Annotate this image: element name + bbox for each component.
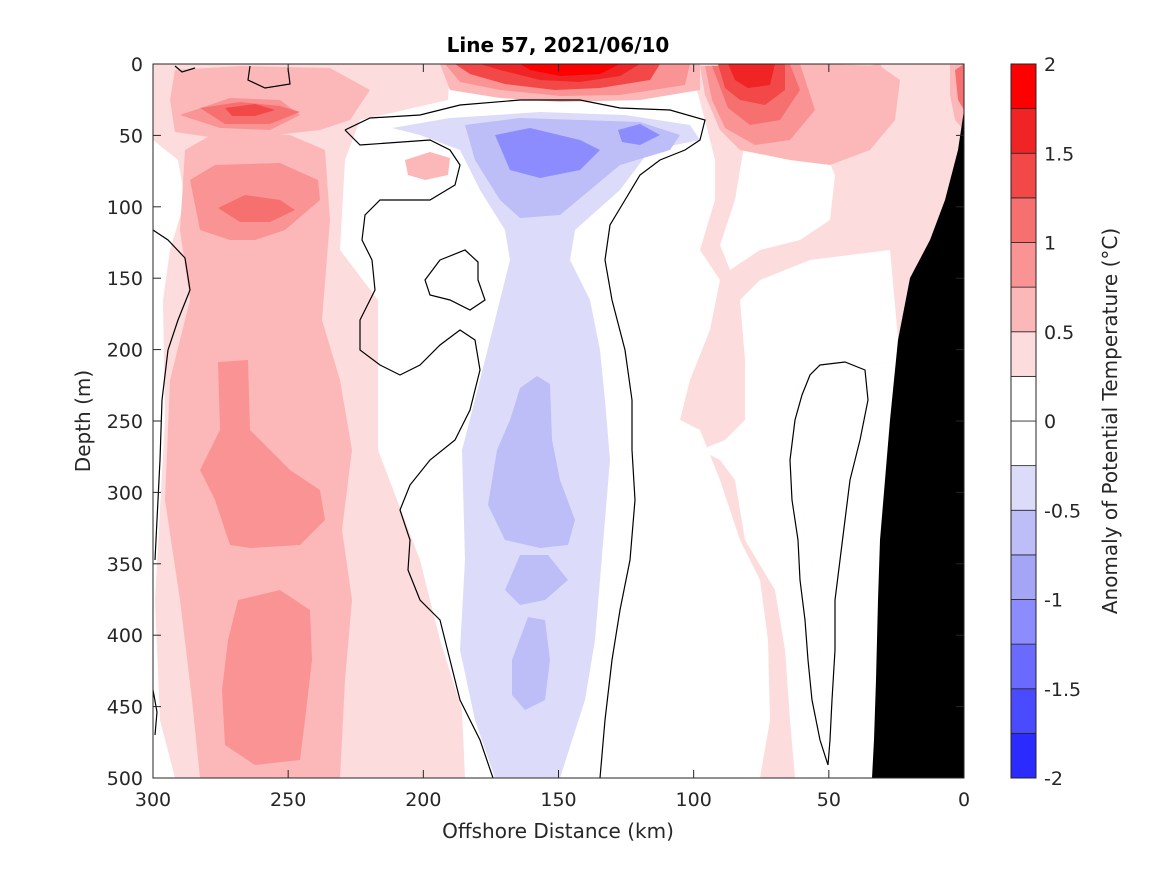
field-layers [153, 64, 964, 778]
x-axis-title: Offshore Distance (km) [442, 819, 674, 843]
warm-surface-right-5 [728, 64, 775, 88]
colorbar [1010, 63, 1037, 779]
y-tick-label: 500 [107, 768, 143, 790]
warm-core-30m-inner [225, 104, 275, 116]
y-tick-label: 300 [107, 482, 143, 504]
y-tick-label: 100 [107, 197, 143, 219]
cool-plume-deep-3 [512, 617, 550, 710]
colorbar-segment [1010, 599, 1037, 645]
x-tick-label: 100 [676, 789, 712, 811]
colorbar-segment [1010, 643, 1037, 690]
y-axis-title: Depth (m) [71, 370, 95, 472]
y-tick-label: 150 [107, 268, 143, 290]
colorbar-tick-label: 0 [1044, 411, 1056, 433]
colorbar-title: Anomaly of Potential Temperature (°C) [1098, 228, 1122, 614]
colorbar-frame [1010, 63, 1037, 779]
warm-core-100m [218, 195, 295, 222]
colorbar-tick-label: 0.5 [1044, 322, 1074, 344]
colorbar-tick-label: 2 [1044, 54, 1056, 76]
x-tick-label: 200 [405, 789, 441, 811]
warm-surface-center-5 [520, 64, 620, 76]
y-tick-label: 50 [119, 125, 143, 147]
warm-spot-175km [405, 152, 450, 180]
neutral-gap-right [700, 250, 900, 778]
x-axis: 300 250 200 150 100 50 0 [135, 64, 970, 811]
warm-surface-right-6 [840, 64, 895, 128]
warm-column-deep [222, 590, 312, 765]
colorbar-segment [1010, 688, 1037, 734]
zero-contour-surface-2 [174, 65, 196, 73]
plot-area [152, 63, 965, 779]
zero-contour-inner-left [344, 129, 494, 778]
cool-plume-deep-1 [488, 376, 575, 548]
zero-contour-bottom-left [153, 689, 158, 736]
zero-contour-loop [424, 249, 486, 311]
colorbar-segment [1010, 63, 1037, 110]
x-tick-label: 50 [817, 789, 841, 811]
y-axis: 0 50 100 150 200 250 300 350 400 450 500 [107, 54, 964, 790]
colorbar-ticks: 2 1.5 1 0.5 0 -0.5 -1 -1.5 -2 [1044, 54, 1081, 790]
bathymetry [872, 110, 964, 778]
warm-surface-right-8 [955, 64, 964, 110]
colorbar-segment [1010, 465, 1037, 511]
colorbar-segment [1010, 108, 1037, 154]
y-tick-label: 0 [131, 54, 143, 76]
colorbar-segment [1010, 286, 1037, 333]
y-tick-label: 400 [107, 625, 143, 647]
x-tick-label: 0 [958, 789, 970, 811]
y-tick-label: 450 [107, 697, 143, 719]
colorbar-segment [1010, 152, 1037, 199]
zero-contour-surface-1 [247, 65, 291, 89]
colorbar-tick-label: -2 [1044, 768, 1063, 790]
colorbar-segment [1010, 420, 1037, 467]
x-tick-label: 150 [540, 789, 576, 811]
cool-core-small [618, 124, 660, 145]
chart-title: Line 57, 2021/06/10 [447, 33, 670, 57]
y-tick-label: 200 [107, 340, 143, 362]
colorbar-segment [1010, 554, 1037, 600]
y-tick-label: 250 [107, 411, 143, 433]
colorbar-tick-label: 1 [1044, 233, 1056, 255]
zero-contours [153, 65, 869, 778]
x-tick-label: 250 [270, 789, 306, 811]
colorbar-segment [1010, 242, 1037, 288]
zero-contour-left-edge [153, 229, 191, 561]
colorbar-segment [1010, 197, 1037, 243]
colorbar-segment [1010, 509, 1037, 556]
x-tick-label: 300 [135, 789, 171, 811]
colorbar-segment [1010, 732, 1037, 779]
colorbar-tick-label: 1.5 [1044, 143, 1074, 165]
cool-core [495, 128, 600, 178]
neutral-gap-right-upper [720, 135, 835, 270]
colorbar-tick-label: -0.5 [1044, 500, 1081, 522]
y-tick-label: 350 [107, 554, 143, 576]
zero-contour-main [344, 99, 706, 778]
colorbar-segment [1010, 331, 1037, 377]
colorbar-tick-label: -1.5 [1044, 679, 1081, 701]
colorbar-segment [1010, 375, 1037, 422]
warm-column-mid [200, 360, 325, 548]
zero-contour-right-loop [789, 361, 869, 766]
colorbar-tick-label: -1 [1044, 590, 1063, 612]
cool-plume-deep-2 [505, 555, 568, 605]
